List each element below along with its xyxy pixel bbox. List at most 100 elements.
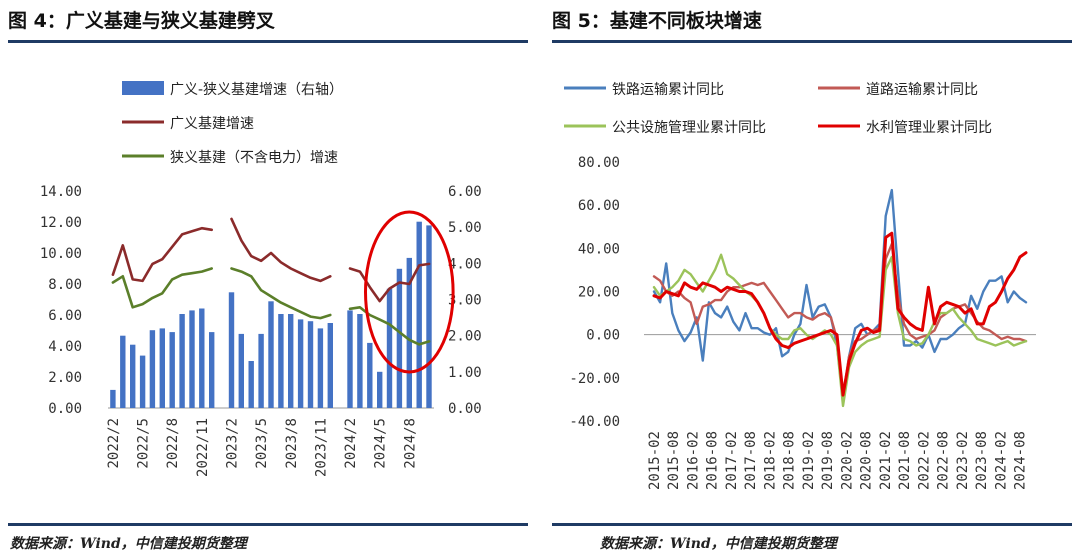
left-chart-title: 图 4：广义基建与狭义基建劈叉 [8,10,275,32]
left-y-tick-label: 10.00 [40,246,82,262]
right-x-tick-label: 2018-02 [762,431,778,490]
left-bar [297,319,304,408]
left-bar [149,330,156,408]
right-y-tick-label: 6.00 [448,184,482,200]
left-bar [288,314,294,408]
left-y-tick-label: 14.00 [40,184,82,200]
left-x-tick-label: 2022/8 [165,418,181,469]
right-x-tick-label: 2021-08 [897,431,913,490]
left-y-tick-label: 0.00 [48,401,82,417]
left-bar [179,314,185,408]
left-bar [357,314,363,408]
left-bar [248,361,254,408]
left-x-tick-label: 2022/5 [136,418,152,469]
left-x-tick-label: 2023/11 [313,418,329,477]
left-title-rule [8,40,528,43]
right-y-tick-label: 5.00 [448,220,482,236]
right-x-tick-label: 2021-02 [878,431,894,490]
right-y-tick-label: 40.00 [578,241,620,257]
right-legend-label: 铁路运输累计同比 [612,82,724,98]
left-x-tick-label: 2022/11 [195,418,211,477]
left-x-tick-label: 2024/8 [402,418,418,469]
left-line-broad [111,217,431,303]
right-x-tick-label: 2018-08 [782,431,798,490]
left-legend-label: 广义基建增速 [170,115,254,132]
left-x-tick-label: 2023/8 [284,418,300,469]
left-y-tick-label: 2.00 [48,370,82,386]
right-source-rule [552,523,1072,526]
left-bar [139,355,146,408]
left-bar [367,342,373,408]
left-source-note: 数据来源：Wind，中信建投期货整理 [10,536,247,552]
right-x-tick-label: 2023-02 [955,431,971,490]
right-x-tick-label: 2017-08 [743,431,759,490]
left-bar [209,332,215,408]
right-legend-label: 水利管理业累计同比 [866,120,992,136]
right-legend-label: 公共设施管理业累计同比 [612,120,766,136]
right-y-tick-label: 20.00 [578,285,620,301]
left-y-tick-label: 4.00 [48,339,82,355]
right-y-tick-label: 60.00 [578,198,620,214]
left-bar [159,328,165,408]
left-bar [386,288,393,408]
right-x-tick-label: 2015-08 [666,431,682,490]
right-y-tick-label: 80.00 [578,155,620,171]
left-y-tick-label: 12.00 [40,215,82,231]
left-bar [307,321,314,408]
left-bar [317,328,324,408]
left-x-tick-label: 2024/5 [373,418,389,469]
right-y-tick-label: 0.00 [586,328,620,344]
left-bar [406,257,412,408]
left-bar [110,389,116,408]
left-x-tick-label: 2024/2 [343,418,359,469]
right-y-tick-label: 0.00 [448,401,482,417]
left-source-rule [8,523,528,526]
right-x-tick-label: 2024-08 [1013,431,1029,490]
right-x-tick-label: 2015-02 [647,431,663,490]
right-y-tick-label: 4.00 [448,256,482,272]
right-x-tick-label: 2020-08 [859,431,875,490]
left-legend-label: 狭义基建（不含电力）增速 [170,149,338,166]
right-x-tick-label: 2020-02 [839,431,855,490]
right-y-tick-label: 3.00 [448,293,482,309]
left-bar [120,335,126,408]
right-line-water [652,231,1028,397]
right-x-tick-label: 2023-08 [974,431,990,490]
right-y-tick-label: -40.00 [569,414,620,430]
left-bar [396,268,403,408]
right-legend-label: 道路运输累计同比 [866,82,978,98]
left-x-tick-label: 2022/2 [106,418,122,469]
left-bar [130,344,136,408]
left-bar [416,221,422,408]
left-bar [199,308,205,408]
left-bar [238,333,244,408]
right-source-note: 数据来源：Wind，中信建投期货整理 [600,536,837,552]
right-x-tick-label: 2019-02 [801,431,817,490]
right-y-tick-label: -20.00 [569,371,620,387]
left-x-tick-label: 2023/2 [225,418,241,469]
left-line-narrow [111,267,431,346]
right-line-public [652,253,1028,408]
left-bar [268,301,274,408]
right-x-tick-label: 2022-08 [936,431,952,490]
right-x-tick-label: 2016-08 [705,431,721,490]
right-title-rule [552,40,1072,43]
left-bar [169,332,175,408]
left-highlight-ellipse [364,210,455,374]
left-y-tick-label: 8.00 [48,277,82,293]
left-bar [426,225,432,408]
right-x-tick-label: 2016-02 [686,431,702,490]
left-x-tick-label: 2023/5 [254,418,270,469]
right-x-tick-label: 2019-08 [820,431,836,490]
left-legend-label: 广义-狭义基建增速（右轴） [170,81,343,98]
right-y-tick-label: 2.00 [448,329,482,345]
right-y-tick-label: 1.00 [448,365,482,381]
left-bar [327,323,333,408]
left-bar [377,371,383,408]
left-legend-swatch-bar [122,81,164,95]
right-x-tick-label: 2022-02 [916,431,932,490]
left-bar [228,292,235,408]
left-bar [189,310,195,408]
right-x-tick-label: 2017-02 [724,431,740,490]
